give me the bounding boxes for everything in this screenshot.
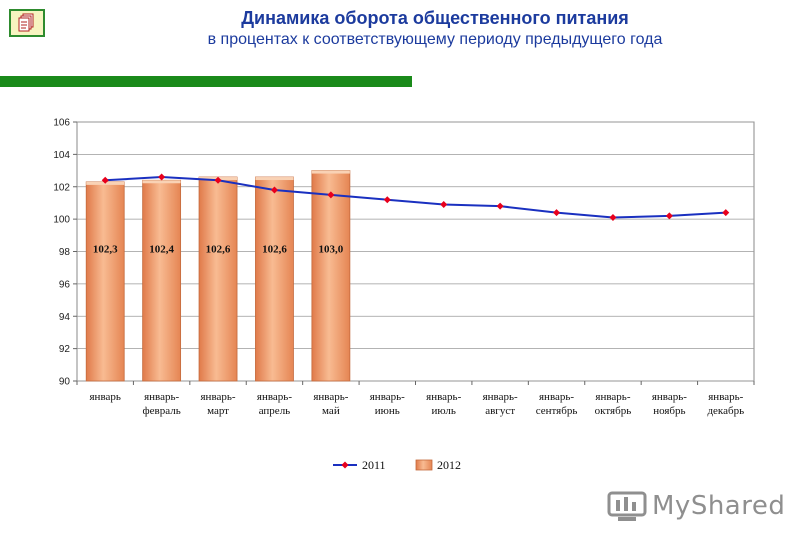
legend-label-2011: 2011 <box>362 458 386 472</box>
point-2011 <box>609 214 617 222</box>
page-subtitle: в процентах к соответствующему периоду п… <box>207 31 663 48</box>
line-2011 <box>105 176 726 219</box>
watermark-text: MyShared <box>652 491 786 521</box>
x-tick-label: апрель <box>259 405 291 417</box>
bar-data-label: 102,3 <box>93 244 118 256</box>
y-tick-label: 100 <box>53 215 70 226</box>
bar-data-label: 102,6 <box>262 244 287 256</box>
point-2011 <box>496 202 504 210</box>
x-tick-label: январь- <box>257 391 292 403</box>
accent-bar <box>0 76 412 87</box>
bar-2012 <box>311 170 351 382</box>
point-2011 <box>158 173 166 181</box>
y-tick-label: 98 <box>59 247 71 258</box>
bar-cap <box>142 180 181 184</box>
point-2011 <box>101 176 109 184</box>
legend-marker-2011 <box>341 461 349 469</box>
x-tick-label: январь- <box>539 391 574 403</box>
x-tick-label: февраль <box>143 405 181 417</box>
page-title: Динамика оборота общественного питания <box>241 8 629 28</box>
bar-data-label: 103,0 <box>319 244 344 256</box>
x-tick-label: июнь <box>375 405 400 417</box>
document-stack-icon[interactable] <box>9 9 45 37</box>
point-2011 <box>214 176 222 184</box>
y-tick-label: 104 <box>53 150 70 161</box>
legend-label-2012: 2012 <box>437 458 461 472</box>
x-tick-label: март <box>207 405 229 417</box>
point-2011 <box>327 191 335 199</box>
x-tick-label: ноябрь <box>653 405 685 417</box>
bar-2012 <box>85 181 125 382</box>
x-tick-label: сентябрь <box>536 405 578 417</box>
point-2011 <box>665 212 673 220</box>
x-tick-label: январь- <box>144 391 179 403</box>
point-2011 <box>270 186 278 194</box>
bar-data-label: 102,6 <box>206 244 231 256</box>
y-tick-label: 102 <box>53 182 70 193</box>
bar-2012 <box>198 176 238 382</box>
x-tick-label: октябрь <box>595 405 632 417</box>
bar-2012 <box>255 176 294 382</box>
x-tick-label: январь <box>90 391 121 403</box>
y-tick-label: 92 <box>59 344 71 355</box>
y-tick-label: 106 <box>53 118 70 129</box>
point-2011 <box>383 196 391 204</box>
legend-swatch-2012 <box>415 459 433 471</box>
bar-cap <box>311 170 350 174</box>
point-2011 <box>553 209 561 217</box>
bar-data-label: 102,4 <box>149 244 174 256</box>
point-2011 <box>722 209 730 217</box>
y-tick-label: 94 <box>59 312 71 323</box>
x-tick-label: январь- <box>370 391 405 403</box>
x-tick-label: январь- <box>426 391 461 403</box>
watermark: MyShared <box>606 490 785 524</box>
x-tick-label: июль <box>432 405 456 417</box>
x-tick-label: январь- <box>313 391 348 403</box>
x-tick-label: май <box>322 405 340 417</box>
x-tick-label: декабрь <box>707 405 744 417</box>
bar-2012 <box>142 179 182 382</box>
x-tick-label: январь- <box>595 391 630 403</box>
x-tick-label: август <box>485 405 515 417</box>
y-tick-label: 96 <box>59 279 71 290</box>
y-tick-label: 90 <box>59 377 71 388</box>
point-2011 <box>440 201 448 209</box>
x-tick-label: январь- <box>652 391 687 403</box>
mysharede-logo-icon <box>607 491 647 521</box>
x-tick-label: январь- <box>201 391 236 403</box>
x-tick-label: январь- <box>483 391 518 403</box>
x-tick-label: январь- <box>708 391 743 403</box>
bar-cap <box>255 177 294 181</box>
